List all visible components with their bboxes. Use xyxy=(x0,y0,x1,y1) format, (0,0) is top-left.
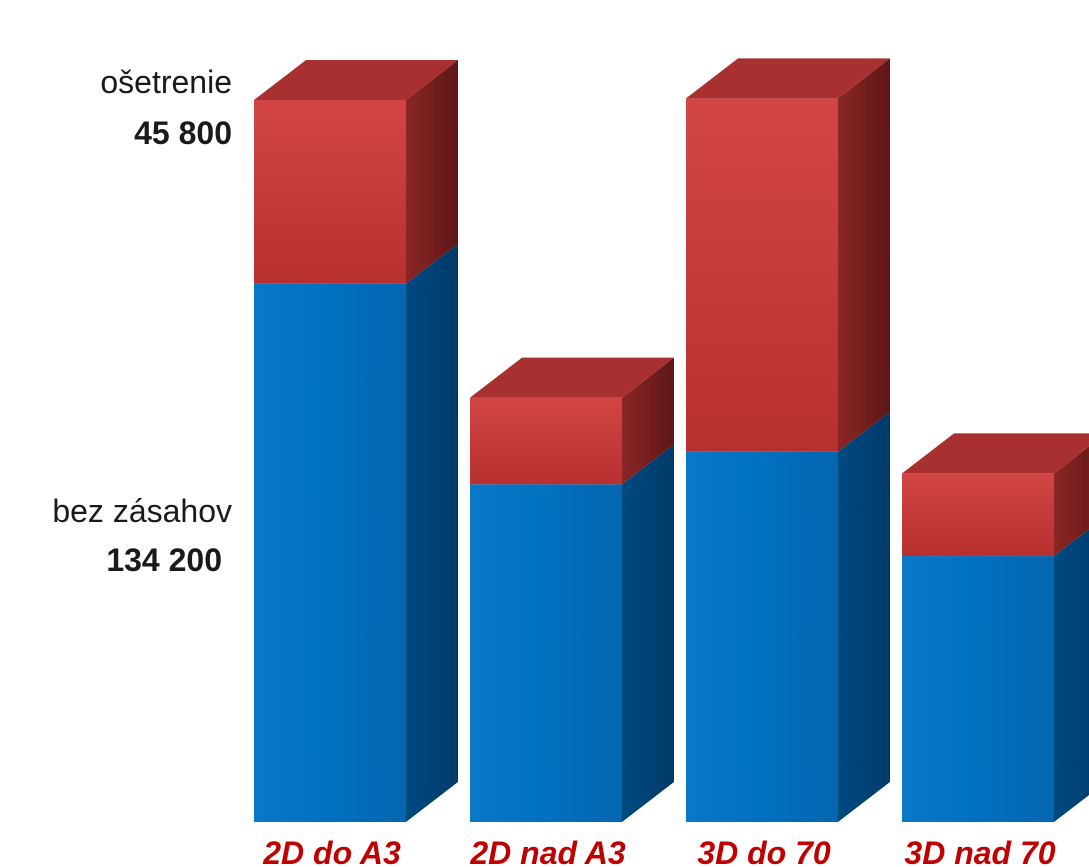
legend-value-bez-zasahov: 134 200 xyxy=(106,542,222,578)
legend-label-osetrenie: ošetrenie xyxy=(100,64,232,100)
bar-bez-zasahov xyxy=(254,283,406,823)
bar-top-cap xyxy=(686,58,890,99)
bar-bez-zasahov-side xyxy=(406,243,458,823)
bar-top-cap xyxy=(470,357,674,398)
bar-osetrenie-side xyxy=(406,60,458,284)
bar-osetrenie-side xyxy=(838,58,890,452)
bar-group-3 xyxy=(686,58,890,822)
bar-bez-zasahov xyxy=(686,451,838,822)
bar-bez-zasahov-side xyxy=(838,411,890,822)
bar-bez-zasahov xyxy=(470,484,622,822)
bar-bez-zasahov-side xyxy=(1054,529,1089,822)
bar-group-4 xyxy=(902,433,1089,822)
bar-group-1 xyxy=(254,60,458,823)
bar-top-cap xyxy=(254,60,458,100)
bar-osetrenie-side xyxy=(622,357,674,485)
category-label: 2D nad A3 xyxy=(469,835,626,867)
category-labels: 2D do A3 2D nad A3 3D do 70 3D nad 70 xyxy=(262,835,1056,867)
bar-osetrenie-side xyxy=(1054,446,1089,557)
category-label: 2D do A3 xyxy=(262,835,401,867)
bar-osetrenie xyxy=(902,473,1054,557)
bar-osetrenie xyxy=(254,100,406,284)
bars-layer xyxy=(254,58,1089,823)
bar-group-2 xyxy=(470,357,674,822)
legend-label-bez-zasahov: bez zásahov xyxy=(52,493,232,529)
bar-bez-zasahov xyxy=(902,556,1054,822)
bar-osetrenie xyxy=(470,397,622,485)
bar-osetrenie xyxy=(686,98,838,452)
bar-top-cap xyxy=(902,433,1089,474)
category-label: 3D nad 70 xyxy=(904,835,1055,867)
category-label: 3D do 70 xyxy=(697,835,831,867)
legend-value-osetrenie: 45 800 xyxy=(134,115,232,151)
legend: ošetrenie 45 800 bez zásahov 134 200 xyxy=(52,64,232,578)
bar-bez-zasahov-side xyxy=(622,444,674,822)
